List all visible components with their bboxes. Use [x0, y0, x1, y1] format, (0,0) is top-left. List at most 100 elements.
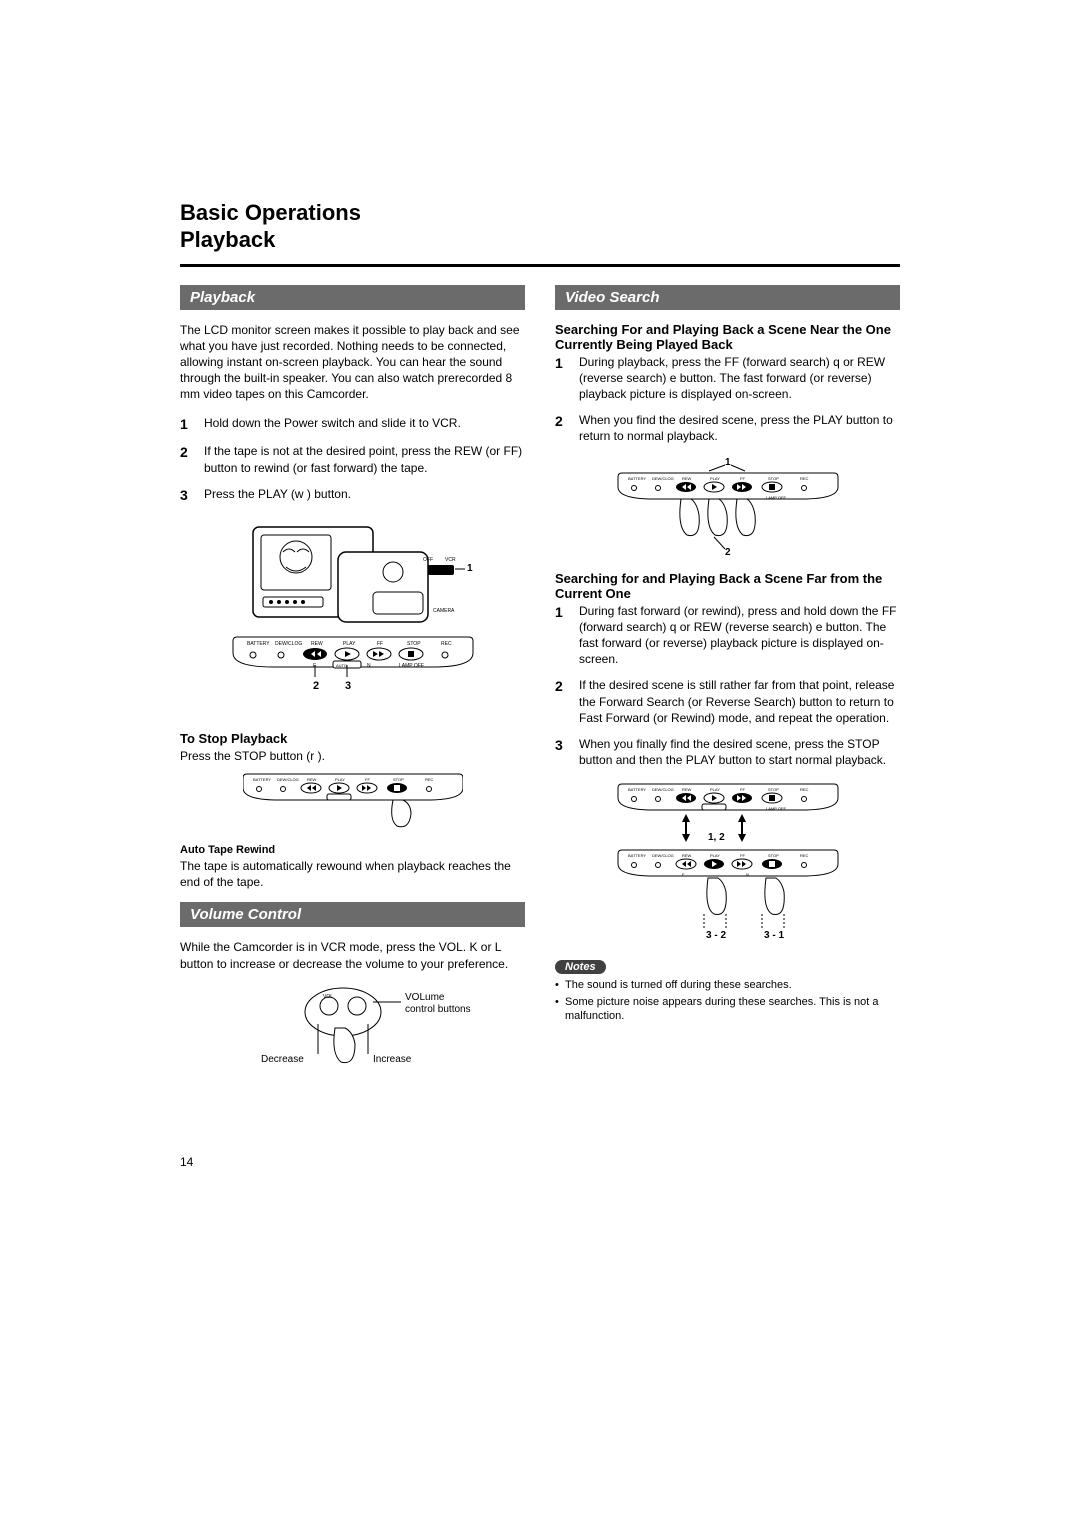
page-title-line1: Basic Operations	[180, 200, 900, 227]
svg-text:PLAY: PLAY	[335, 777, 345, 782]
columns: Playback The LCD monitor screen makes it…	[180, 285, 900, 1088]
step-text: Hold down the Power switch and slide it …	[204, 415, 461, 434]
title-rule	[180, 264, 900, 267]
playback-step: 2If the tape is not at the desired point…	[180, 443, 525, 475]
page-title-block: Basic Operations Playback	[180, 200, 900, 254]
step-text: If the desired scene is still rather far…	[579, 677, 900, 726]
step-text: Press the PLAY (w ) button.	[204, 486, 351, 505]
far-step: 1During fast forward (or rewind), press …	[555, 603, 900, 668]
section-bar-volume: Volume Control	[180, 902, 525, 927]
svg-text:control buttons: control buttons	[405, 1004, 471, 1015]
svg-text:2: 2	[725, 547, 731, 557]
svg-text:REW: REW	[307, 777, 317, 782]
svg-text:BATTERY: BATTERY	[253, 777, 271, 782]
step-number: 1	[555, 354, 569, 403]
svg-text:1, 2: 1, 2	[708, 832, 725, 843]
svg-text:VOL: VOL	[323, 994, 333, 1000]
note-item: The sound is turned off during these sea…	[555, 978, 900, 992]
figure-camcorder: OFF VCR CAMERA 1 BATTERY DEW/CLOG	[180, 517, 525, 717]
page-title-line2: Playback	[180, 227, 900, 254]
stop-panel-icon: BATTERY DEW/CLOG REW PLAY FF STOP REC	[243, 770, 463, 830]
svg-text:PLAY: PLAY	[710, 853, 720, 858]
volume-diagram-icon: VOL VOLume control buttons Decrease Incr…	[223, 984, 483, 1074]
right-column: Video Search Searching For and Playing B…	[555, 285, 900, 1088]
step-number: 3	[555, 736, 569, 768]
stop-playback-text: Press the STOP button (r ).	[180, 748, 525, 764]
svg-text:FF: FF	[377, 641, 383, 647]
step-number: 2	[180, 443, 194, 475]
stop-playback-heading: To Stop Playback	[180, 731, 525, 746]
svg-text:AUTO: AUTO	[336, 663, 347, 668]
step-number: 1	[555, 603, 569, 668]
svg-text:BATTERY: BATTERY	[628, 787, 646, 792]
camcorder-diagram-icon: OFF VCR CAMERA 1 BATTERY DEW/CLOG	[223, 517, 483, 717]
svg-text:STOP: STOP	[768, 476, 779, 481]
svg-text:FF: FF	[365, 777, 370, 782]
playback-steps: 1Hold down the Power switch and slide it…	[180, 415, 525, 505]
svg-text:3 - 1: 3 - 1	[764, 930, 784, 940]
svg-text:STOP: STOP	[768, 787, 779, 792]
svg-text:REW: REW	[682, 476, 692, 481]
svg-text:3: 3	[345, 680, 351, 692]
svg-text:VCR: VCR	[445, 557, 456, 563]
near-search-panel-icon: 1 BATTERY DEW/CLOG REW PLAY FF	[613, 457, 843, 557]
section-bar-video-search: Video Search	[555, 285, 900, 310]
far-step: 2If the desired scene is still rather fa…	[555, 677, 900, 726]
near-step: 1During playback, press the FF (forward …	[555, 354, 900, 403]
figure-volume: VOL VOLume control buttons Decrease Incr…	[180, 984, 525, 1074]
figure-near-search: 1 BATTERY DEW/CLOG REW PLAY FF	[555, 457, 900, 557]
svg-text:OFF: OFF	[423, 557, 433, 563]
svg-text:STOP: STOP	[407, 641, 421, 647]
left-column: Playback The LCD monitor screen makes it…	[180, 285, 525, 1088]
svg-text:FF: FF	[740, 476, 745, 481]
near-heading: Searching For and Playing Back a Scene N…	[555, 322, 900, 352]
step-number: 2	[555, 677, 569, 726]
notes-pill: Notes	[555, 960, 606, 974]
svg-text:LAMP OFF: LAMP OFF	[766, 806, 786, 811]
svg-text:DEW/CLOG: DEW/CLOG	[652, 853, 674, 858]
svg-text:DEW/CLOG: DEW/CLOG	[277, 777, 299, 782]
volume-text: While the Camcorder is in VCR mode, pres…	[180, 939, 525, 971]
svg-text:REW: REW	[311, 641, 323, 647]
near-steps: 1During playback, press the FF (forward …	[555, 354, 900, 445]
svg-text:1: 1	[725, 457, 731, 468]
svg-text:STOP: STOP	[393, 777, 404, 782]
playback-intro: The LCD monitor screen makes it possible…	[180, 322, 525, 403]
svg-text:2: 2	[313, 680, 319, 692]
svg-text:PLAY: PLAY	[343, 641, 356, 647]
far-step: 3 When you finally find the desired scene…	[555, 736, 900, 768]
svg-text:LAMP OFF: LAMP OFF	[399, 663, 424, 669]
svg-text:3 - 2: 3 - 2	[706, 930, 726, 940]
svg-text:PLAY: PLAY	[710, 476, 720, 481]
near-step: 2 When you find the desired scene, press …	[555, 412, 900, 444]
far-steps: 1During fast forward (or rewind), press …	[555, 603, 900, 769]
svg-text:REC: REC	[800, 787, 809, 792]
svg-text:FF: FF	[740, 787, 745, 792]
auto-tape-rewind-text: The tape is automatically rewound when p…	[180, 858, 525, 890]
svg-text:PLAY: PLAY	[710, 787, 720, 792]
step-text: When you finally find the desired scene,…	[579, 736, 900, 768]
far-search-panel-icon: BATTERY DEW/CLOG REW PLAY FF STOP REC	[608, 780, 848, 940]
svg-text:DEW/CLOG: DEW/CLOG	[275, 641, 302, 647]
svg-text:DEW/CLOG: DEW/CLOG	[652, 787, 674, 792]
svg-text:REW: REW	[682, 853, 692, 858]
step-text: During fast forward (or rewind), press a…	[579, 603, 900, 668]
svg-text:Increase: Increase	[373, 1054, 412, 1065]
svg-text:CAMERA: CAMERA	[433, 608, 455, 614]
playback-step: 1Hold down the Power switch and slide it…	[180, 415, 525, 434]
svg-text:REC: REC	[800, 853, 809, 858]
svg-text:1: 1	[467, 563, 473, 574]
svg-text:VOLume: VOLume	[405, 992, 445, 1003]
svg-text:N: N	[746, 872, 749, 877]
svg-text:REC: REC	[800, 476, 809, 481]
svg-text:N: N	[367, 663, 371, 669]
svg-text:FF: FF	[740, 853, 745, 858]
page-number: 14	[180, 1155, 193, 1169]
svg-text:REW: REW	[682, 787, 692, 792]
step-number: 2	[555, 412, 569, 444]
step-text: When you find the desired scene, press t…	[579, 412, 900, 444]
section-bar-playback: Playback	[180, 285, 525, 310]
playback-step: 3Press the PLAY (w ) button.	[180, 486, 525, 505]
manual-page: Basic Operations Playback Playback The L…	[180, 200, 900, 1088]
svg-text:Decrease: Decrease	[261, 1054, 304, 1065]
